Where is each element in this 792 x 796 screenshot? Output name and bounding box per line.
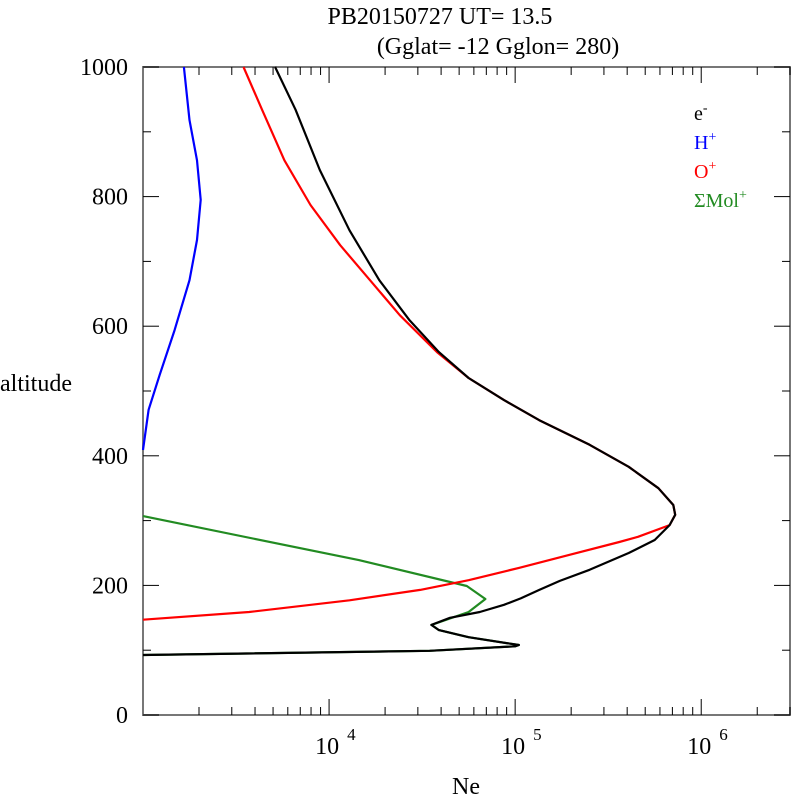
legend-entry-charge: + (708, 130, 716, 145)
x-tick-label: 10 (501, 734, 525, 760)
x-tick-exponent: 5 (533, 725, 542, 744)
x-tick-label: 10 (687, 734, 711, 760)
series-line-mol (142, 515, 520, 657)
x-tick-exponent: 4 (347, 725, 356, 744)
y-tick-labels: 0 200 400 600 800 1000 (80, 55, 128, 729)
legend-entry: O+ (694, 159, 716, 183)
y-tick-label: 800 (92, 185, 128, 211)
y-tick-label: 400 (92, 444, 128, 470)
legend-entry: e- (694, 101, 708, 125)
y-tick-label: 200 (92, 573, 128, 599)
legend-entry-charge: + (708, 159, 716, 174)
legend-entry-label: O (694, 161, 708, 183)
legend-entry-label: ΣMol (694, 190, 739, 212)
axis-ticks (143, 66, 791, 716)
x-tick-labels: 10 4 10 5 10 6 (315, 725, 728, 760)
x-tick-exponent: 6 (719, 725, 728, 744)
chart-title: PB20150727 UT= 13.5 (328, 4, 553, 30)
y-axis-label: altitude (0, 371, 72, 397)
legend-entry-charge: + (739, 188, 747, 203)
series-line-o (142, 66, 677, 621)
legend-entry: ΣMol+ (694, 188, 747, 212)
x-axis-label: Ne (452, 774, 480, 796)
series-line-e (142, 66, 677, 657)
chart-subtitle: (Gglat= -12 Gglon= 280) (377, 34, 619, 60)
plot-frame (142, 66, 791, 716)
x-tick-label: 10 (315, 734, 339, 760)
legend-entry-label: e (694, 103, 703, 125)
legend-entry: H+ (694, 130, 716, 154)
series-lines (141, 66, 677, 657)
legend: e-H+O+ΣMol+ (694, 101, 747, 212)
y-tick-label: 0 (116, 703, 128, 729)
legend-entry-label: H (694, 132, 708, 154)
y-tick-label: 600 (92, 314, 128, 340)
legend-entry-charge: - (703, 101, 708, 116)
series-line-h (141, 66, 202, 451)
y-tick-label: 1000 (80, 55, 128, 81)
